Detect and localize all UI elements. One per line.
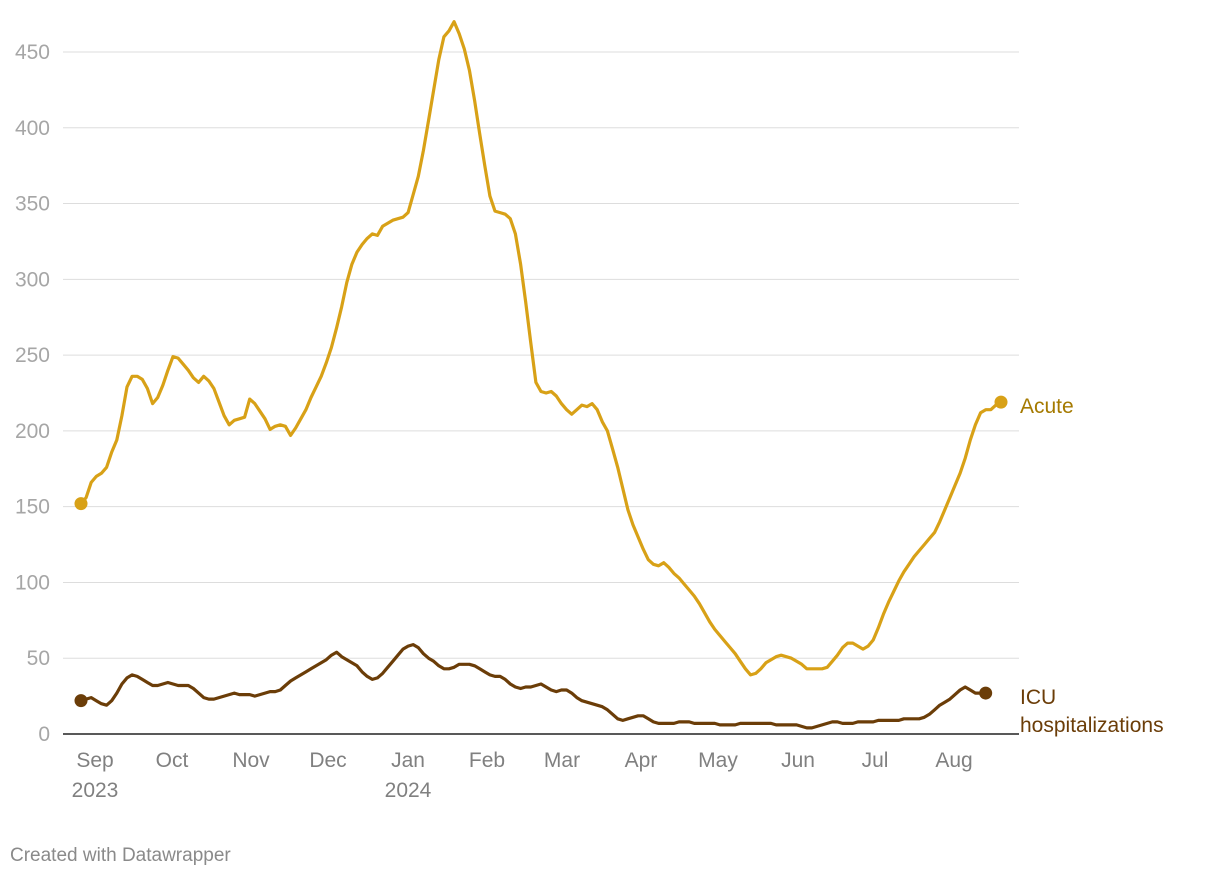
x-tick-label: Oct <box>156 749 189 772</box>
y-tick-label: 100 <box>15 571 50 594</box>
series-line-acute <box>79 20 1003 677</box>
series-labels: Acute ICU hospitalizations <box>1020 395 1164 737</box>
x-tick-year-label: 2024 <box>385 779 432 802</box>
y-tick-label: 150 <box>15 496 50 519</box>
x-tick-label: Jul <box>862 749 889 772</box>
x-axis-ticks: Sep 2023 Oct Nov Dec Jan 2024 Feb Mar Apr May Jun Ju… <box>72 749 973 802</box>
y-axis-ticks: 0 50 100 150 200 250 300 350 400 450 <box>15 41 50 746</box>
y-tick-label: 350 <box>15 193 50 216</box>
x-tick-year-label: 2023 <box>72 779 119 802</box>
y-tick-label: 200 <box>15 420 50 443</box>
y-tick-label: 50 <box>27 647 50 670</box>
series-label-line2: hospitalizations <box>1020 714 1164 737</box>
y-tick-label: 250 <box>15 344 50 367</box>
series-end-point <box>994 395 1008 409</box>
series-line-icu-hospitalizations <box>79 643 988 730</box>
x-tick-label: May <box>698 749 738 772</box>
x-tick-label: Aug <box>935 749 972 772</box>
series-start-point <box>74 497 88 511</box>
x-tick-label: Apr <box>625 749 658 772</box>
x-tick-label: Feb <box>469 749 505 772</box>
x-tick-label: Sep <box>76 749 113 772</box>
y-tick-label: 0 <box>38 723 50 746</box>
footer-credit: Created with Datawrapper <box>10 845 231 866</box>
series-lines <box>74 20 1008 730</box>
series-end-point <box>979 686 993 700</box>
x-tick-label: Mar <box>544 749 580 772</box>
y-tick-label: 400 <box>15 117 50 140</box>
series-label: ICU <box>1020 686 1056 709</box>
x-tick-label: Nov <box>232 749 270 772</box>
x-tick-label: Jun <box>781 749 815 772</box>
series-start-point <box>74 694 88 708</box>
y-tick-label: 450 <box>15 41 50 64</box>
x-tick-label: Dec <box>309 749 346 772</box>
series-label: Acute <box>1020 395 1074 418</box>
y-tick-label: 300 <box>15 268 50 291</box>
x-tick-label: Jan <box>391 749 425 772</box>
grid-lines <box>63 51 1019 735</box>
